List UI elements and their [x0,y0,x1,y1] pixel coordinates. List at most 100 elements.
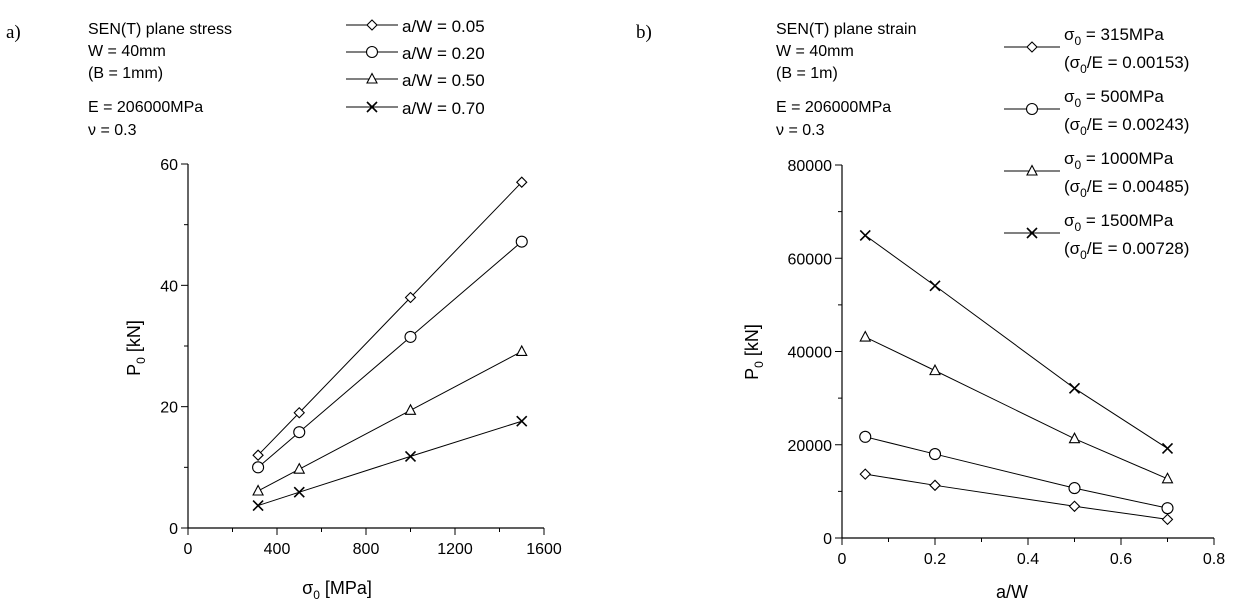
panel-a-series-3-point [252,484,264,496]
panel-b-legend-label-2a: σ0 = 500MPa [1064,87,1164,110]
panel-b-legend-marker-1 [1026,41,1038,53]
panel-a-series-2-point [404,330,417,343]
panel-b-series-2-line [865,436,1168,509]
panel-b-series-1-point [859,468,872,480]
panel-b-x-tick-label: 0.8 [1203,551,1225,568]
panel-a-series-4-point [293,486,305,498]
panel-b-series-2-point [928,448,942,461]
panel-a-series-1-point [404,291,417,304]
panel-b-legend-label-1b: (σ0/E = 0.00153) [1064,53,1189,76]
panel-a-legend-label-4: a/W = 0.70 [402,99,485,118]
panel-a-y-tick-label: 60 [160,157,178,174]
panel-b-series-1-point [929,479,941,492]
panel-b-series-3-line [865,336,1168,480]
panel-a-x-tick-label: 1600 [526,541,562,558]
panel-a-series-3-line [257,351,522,492]
panel-a-series-3-point [404,403,417,415]
panel-b-legend-marker-4 [1026,227,1038,239]
panel-b-y-tick-label: 20000 [788,438,833,455]
panel-b-info-line-3: (B = 1m) [776,65,838,82]
panel-a-series-3-point [515,344,528,357]
panel-b-x-tick-label: 0.2 [924,551,946,568]
panel-a-x-tick-label: 800 [353,541,380,558]
panel-b-y-tick-label: 80000 [788,158,833,175]
panel-b-info-line-4: E = 206000MPa [776,99,891,116]
panel-b-legend-marker-2 [1025,102,1039,116]
panel-a-series [252,176,528,512]
panel-b-info-line-2: W = 40mm [776,43,854,60]
panel-b-series-3-point [1068,432,1081,444]
panel-a-series-2-point [252,461,265,474]
panel-a-legend-marker-2 [365,45,379,59]
panel-a-legend-label-2: a/W = 0.20 [402,44,485,63]
panel-b-y-axis-label: P0 [kN] [742,324,766,380]
panel-b-axes: 0 0.2 0.4 0.6 0.8 0 20000 40000 60000 80000 [788,158,1226,568]
panel-b-series-2-point [859,430,872,443]
panel-a-info-line-4: E = 206000MPa [88,99,203,116]
panel-b-y-tick-label: 0 [823,531,832,548]
panel-a-series-2-line [257,241,523,468]
panel-b-series-2-point [1068,482,1081,495]
panel-b-legend-label-1a: σ0 = 315MPa [1064,25,1164,48]
panel-b: b) SEN(T) plane strain W = 40mm (B = 1m)… [636,21,1225,602]
panel-b-legend-label-3b: (σ0/E = 0.00485) [1064,177,1189,200]
panel-a-y-tick-label: 40 [160,278,178,295]
panel-a-info-line-1: SEN(T) plane stress [88,21,232,38]
panel-a-series-4-point [252,499,264,512]
panel-b-letter: b) [636,22,652,43]
panel-b-x-tick-label: 0 [838,551,847,568]
panel-b-legend-label-3a: σ0 = 1000MPa [1064,149,1174,172]
panel-a-series-4-point [404,450,417,462]
panel-a-series-2-point [515,235,528,248]
panel-a-info-line-2: W = 40mm [88,43,166,60]
panel-a-legend-label-3: a/W = 0.50 [402,71,485,90]
panel-a-series-1-line [257,181,523,456]
panel-a-x-tick-label: 400 [264,541,291,558]
panel-b-series-3-point [1161,472,1174,484]
panel-a-legend-marker-4 [366,101,378,113]
panel-a-y-axis-label: P0 [kN] [124,320,148,376]
panel-b-series-4-point [1161,442,1174,455]
panel-b-series-4-point [1068,382,1081,394]
panel-b-series-4-line [864,234,1168,449]
panel-b-x-axis-label: a/W [996,582,1028,602]
panel-b-y-tick-label: 60000 [788,251,833,268]
panel-a-series-4-point [516,415,528,427]
panel-b-series-3-point [859,330,872,342]
panel-a-x-tick-label: 0 [184,541,193,558]
panel-b-series-1-point [1068,500,1081,513]
panel-a-x-axis-label: σ0 [MPa] [302,578,372,602]
panel-b-x-tick-label: 0.4 [1017,551,1039,568]
panel-a-series-1-point [293,406,306,419]
panel-b-info-line-1: SEN(T) plane strain [776,21,917,38]
panel-b-legend-label-2b: (σ0/E = 0.00243) [1064,115,1189,138]
panel-a-legend: a/W = 0.05 a/W = 0.20 a/W = 0.50 a/W = 0… [346,17,485,118]
panel-b-legend-label-4b: (σ0/E = 0.00728) [1064,239,1189,262]
panel-b-series [859,229,1174,526]
panel-b-series-4-point [859,229,871,241]
panel-a-series-2-point [293,426,306,439]
panel-b-info-line-5: ν = 0.3 [776,122,825,139]
panel-b-series-4-point [929,280,941,292]
panel-a-y-tick-label: 20 [160,400,178,417]
panel-b-series-3-point [929,363,941,376]
panel-a-axes: 0 400 800 1200 1600 0 20 40 60 [160,157,562,558]
panel-a-series-1-point [252,449,264,461]
panel-b-legend-label-4a: σ0 = 1500MPa [1064,211,1174,234]
panel-a-letter: a) [6,22,21,43]
panel-b-legend: σ0 = 315MPa (σ0/E = 0.00153) σ0 = 500MPa… [1004,25,1189,262]
panel-a-series-4-line [257,420,522,507]
panel-a-legend-marker-3 [366,72,378,84]
panel-a-info-line-3: (B = 1mm) [88,65,163,82]
panel-a-x-tick-label: 1200 [437,541,473,558]
panel-b-legend-marker-3 [1026,164,1038,176]
panel-b-series-2-point [1161,502,1174,515]
panel-a-y-tick-label: 0 [169,521,178,538]
panel-b-series-1-line [865,473,1168,520]
panel-b-series-1-point [1161,513,1174,526]
panel-a-legend-marker-1 [366,19,378,31]
panel-b-x-tick-label: 0.6 [1110,551,1132,568]
panel-a-series-1-point [515,176,528,188]
panel-a-info-line-5: ν = 0.3 [88,122,137,139]
